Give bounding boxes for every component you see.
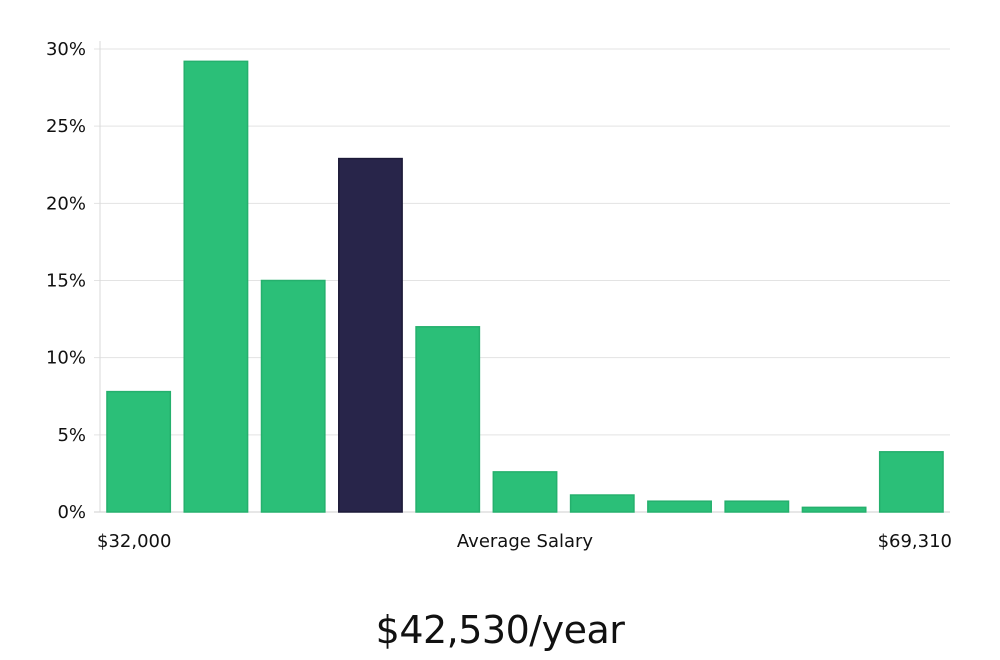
bar xyxy=(492,471,558,513)
x-axis-min-label: $32,000 xyxy=(97,531,171,552)
bars xyxy=(106,60,944,513)
bar xyxy=(801,506,867,513)
y-tick-label: 5% xyxy=(57,425,86,446)
bar xyxy=(106,390,172,513)
bar xyxy=(260,279,326,513)
y-tick-label: 10% xyxy=(46,348,86,369)
y-axis-ticks: 0% 5% 10% 15% 20% 25% 30% xyxy=(46,39,86,523)
y-tick-label: 25% xyxy=(46,116,86,137)
bar xyxy=(569,494,635,513)
y-tick-label: 15% xyxy=(46,271,86,292)
salary-histogram-chart: 0% 5% 10% 15% 20% 25% 30% $32,000 Average Sala… xyxy=(46,39,952,552)
y-tick-label: 20% xyxy=(46,193,86,214)
bar xyxy=(183,60,249,513)
bar-highlighted xyxy=(338,157,403,513)
average-salary-headline: $42,530/year xyxy=(375,608,625,652)
bar xyxy=(647,500,712,513)
bar xyxy=(724,500,790,513)
bar xyxy=(878,451,944,513)
y-tick-label: 0% xyxy=(57,502,86,523)
y-tick-label: 30% xyxy=(46,39,86,60)
x-axis-title: Average Salary xyxy=(457,531,594,552)
bar xyxy=(415,326,481,513)
x-axis-max-label: $69,310 xyxy=(878,531,952,552)
